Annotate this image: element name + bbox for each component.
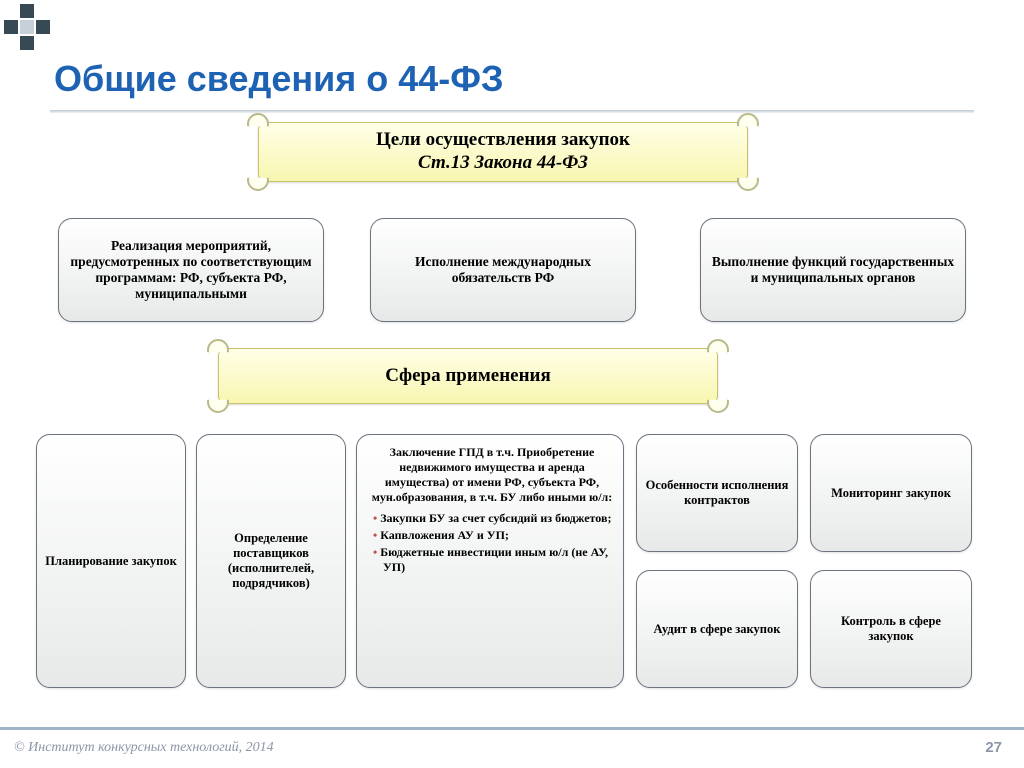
banner-line: Сфера применения [219, 365, 717, 388]
logo-square [4, 20, 18, 34]
title-rule [50, 110, 974, 113]
logo-square [20, 4, 34, 18]
goal-card-2: Исполнение международных обязательств РФ [370, 218, 636, 322]
scope-card-planning: Планирование закупок [36, 434, 186, 688]
corner-logo [4, 4, 52, 52]
goal-card-3: Выполнение функций государственных и мун… [700, 218, 966, 322]
scroll-curl-icon [207, 391, 229, 413]
scope-card-monitoring: Мониторинг закупок [810, 434, 972, 552]
scope-card-control: Контроль в сфере закупок [810, 570, 972, 688]
banner-line1: Цели осуществления закупок [259, 129, 747, 152]
scroll-curl-icon [207, 339, 229, 361]
page-number: 27 [985, 739, 1002, 756]
scope-card-gpd: Заключение ГПД в т.ч. Приобретение недви… [356, 434, 624, 688]
goal-card-1: Реализация мероприятий, предусмотренных … [58, 218, 324, 322]
scope-card-execution: Особенности исполнения контрактов [636, 434, 798, 552]
scope-gpd-item: Закупки БУ за счет субсидий из бюджетов; [371, 511, 613, 526]
logo-square [36, 20, 50, 34]
scroll-curl-icon [707, 339, 729, 361]
banner-goals: Цели осуществления закупок Ст.13 Закона … [258, 122, 748, 182]
page-title: Общие сведения о 44-ФЗ [54, 58, 504, 100]
scope-gpd-item: Бюджетные инвестиции иным ю/л (не АУ, УП… [371, 545, 613, 575]
scope-gpd-item: Капвложения АУ и УП; [371, 528, 613, 543]
scope-card-audit: Аудит в сфере закупок [636, 570, 798, 688]
scroll-curl-icon [707, 391, 729, 413]
scope-gpd-head: Заключение ГПД в т.ч. Приобретение недви… [371, 445, 613, 505]
banner-line2: Ст.13 Закона 44-ФЗ [259, 152, 747, 175]
logo-square [20, 36, 34, 50]
footer-rule [0, 727, 1024, 730]
logo-square [20, 20, 34, 34]
footer-copyright: © Институт конкурсных технологий, 2014 [14, 740, 274, 756]
banner-scope: Сфера применения [218, 348, 718, 404]
scope-card-suppliers: Определение поставщиков (исполнителей, п… [196, 434, 346, 688]
